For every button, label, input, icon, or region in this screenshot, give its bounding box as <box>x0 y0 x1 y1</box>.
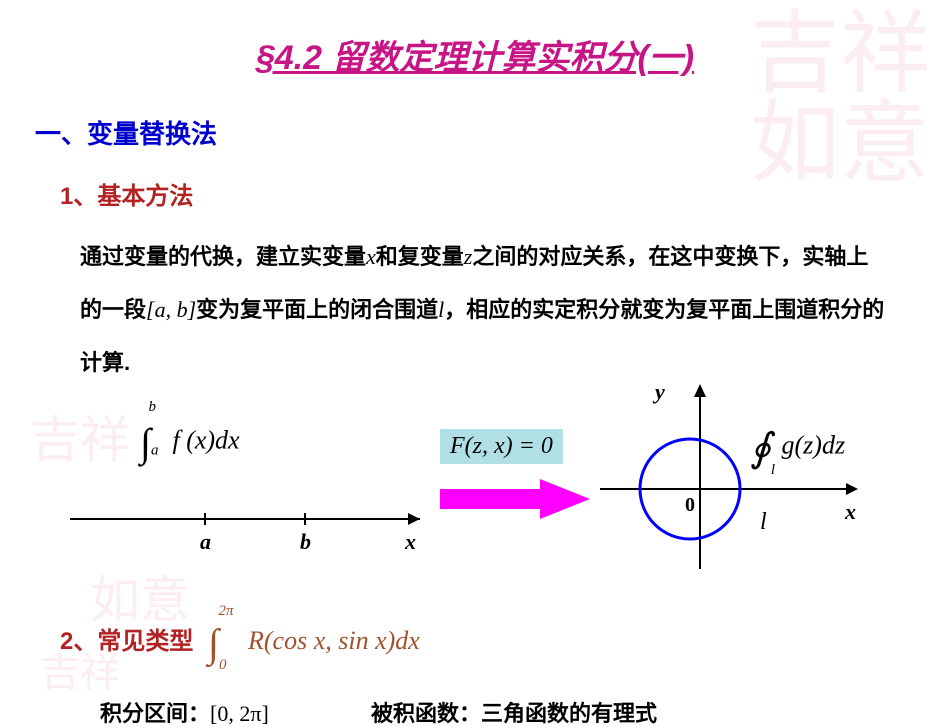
x-label-right: x <box>845 499 856 525</box>
y-label: y <box>655 379 665 405</box>
y-axis-arrow <box>694 384 706 397</box>
bottom-info: 积分区间：[0, 2π] 被积函数：三角函数的有理式 <box>100 696 950 728</box>
contour-integral: ∮l g(z)dz <box>750 424 845 471</box>
subsection-1: 1、基本方法 <box>60 176 950 211</box>
magenta-arrow <box>440 479 590 519</box>
range-value: [0, 2π] <box>210 701 269 726</box>
subsection-2: 2、常见类型 ∫02π R(cos x, sin x)dx <box>60 619 950 666</box>
complex-plane-plot: y x 0 l <box>600 379 880 579</box>
range-label: 积分区间： <box>100 701 210 726</box>
p-t2: 和复变量 <box>376 244 464 269</box>
page-title: §4.2 留数定理计算实积分(一) <box>0 0 950 79</box>
arrow-svg <box>440 479 590 519</box>
p-t4: 变为复平面上的闭合围道 <box>196 297 438 322</box>
ti-body: R(cos x, sin x)dx <box>248 626 420 655</box>
origin-label: 0 <box>685 494 695 517</box>
method-paragraph: 通过变量的代换，建立实变量x和复变量z之间的对应关系，在这中变换下，实轴上的一段… <box>80 231 890 389</box>
x-axis-arrow <box>846 483 858 495</box>
p-x: x <box>366 244 376 269</box>
arrow-shape <box>440 479 590 519</box>
oi-body: g(z)dz <box>782 431 846 460</box>
left-axis-svg <box>70 399 430 569</box>
left-axis-arrowhead <box>408 513 420 525</box>
label-x: x <box>405 529 416 555</box>
ti-lower: 0 <box>219 657 227 673</box>
sub2-label: 2、常见类型 <box>60 628 193 655</box>
type-integral: ∫02π R(cos x, sin x)dx <box>208 626 420 655</box>
p-interval: [a, b] <box>146 297 196 322</box>
ti-upper: 2π <box>219 603 234 619</box>
oi-sub: l <box>771 462 775 478</box>
l-label: l <box>760 509 767 536</box>
integrand-label: 被积函数：三角函数的有理式 <box>371 701 657 726</box>
diagram-row: ∫ab f (x)dx a b x F(z, x) = 0 y x 0 l <box>0 399 950 599</box>
label-a: a <box>200 529 211 555</box>
circle-svg <box>600 379 860 579</box>
left-number-line: a b x <box>70 399 430 569</box>
transform-equation: F(z, x) = 0 <box>440 429 563 464</box>
p-t1: 通过变量的代换，建立实变量 <box>80 244 366 269</box>
label-b: b <box>300 529 311 555</box>
section-heading-1: 一、变量替换法 <box>35 114 950 151</box>
